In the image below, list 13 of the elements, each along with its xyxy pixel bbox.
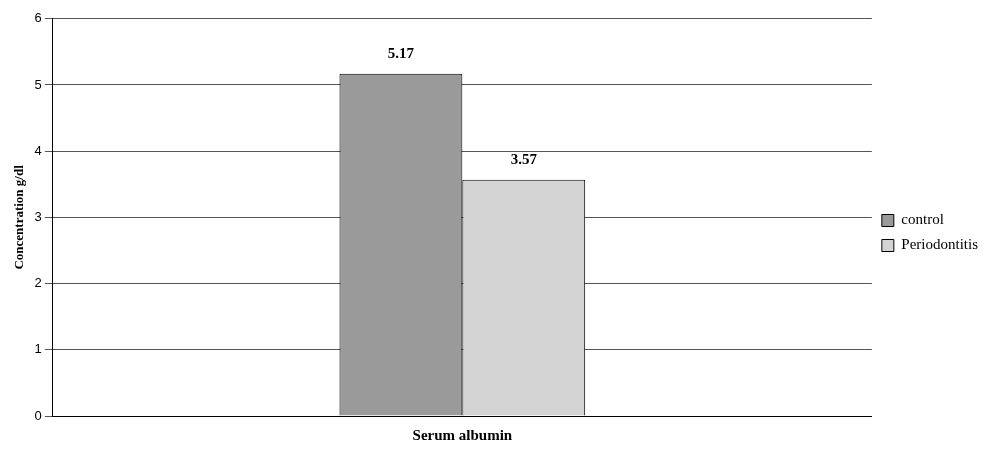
- data-label: 5.17: [387, 45, 415, 62]
- y-tick-label: 2: [34, 275, 42, 291]
- y-tick-label: 5: [34, 76, 42, 92]
- y-tick-label: 1: [34, 341, 42, 357]
- y-axis-title: Concentration g/dl: [11, 164, 27, 270]
- y-tick-label: 3: [34, 208, 42, 224]
- y-tick-label: 4: [34, 142, 42, 158]
- legend-label: control: [901, 211, 944, 228]
- legend-label: Periodontitis: [901, 236, 979, 253]
- y-tick-label: 6: [34, 10, 42, 26]
- y-tick-label: 0: [34, 407, 42, 423]
- x-tick-label: Serum albumin: [412, 426, 513, 443]
- data-label: 3.57: [510, 151, 538, 168]
